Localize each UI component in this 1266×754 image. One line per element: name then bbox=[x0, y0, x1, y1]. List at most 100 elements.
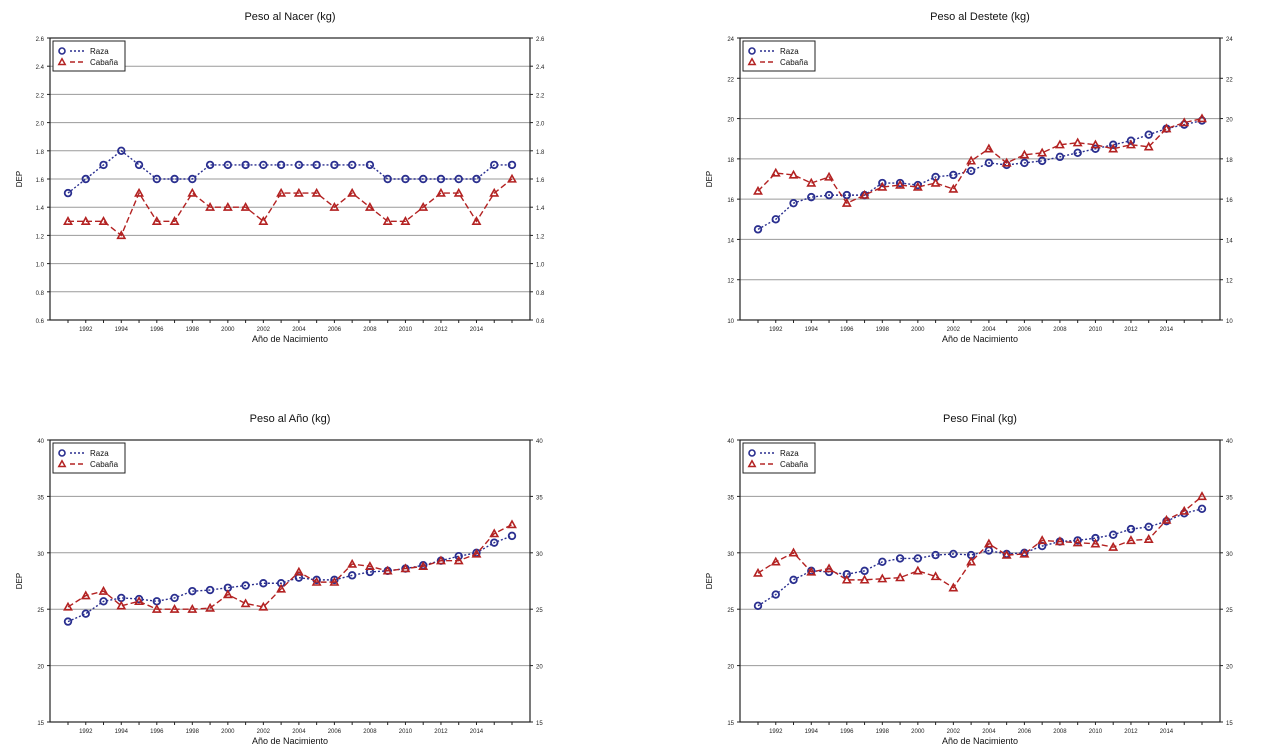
series-line-raza bbox=[757, 508, 1203, 607]
data-point-cabana bbox=[169, 603, 180, 613]
y-tick-label-right: 20 bbox=[1226, 118, 1233, 124]
x-axis-label: Año de Nacimiento bbox=[252, 334, 328, 344]
y-tick-label: 12 bbox=[727, 279, 734, 285]
data-point-cabana bbox=[806, 177, 817, 187]
data-point-cabana bbox=[222, 589, 233, 599]
y-tick-label: 15 bbox=[727, 721, 734, 727]
data-point-raza bbox=[1055, 152, 1065, 162]
data-point-raza bbox=[134, 594, 144, 604]
legend-label-raza: Raza bbox=[780, 449, 799, 458]
data-point-raza bbox=[507, 160, 517, 170]
data-point-raza bbox=[771, 590, 780, 599]
data-point-cabana bbox=[1054, 536, 1065, 546]
x-tick-label: 1998 bbox=[876, 729, 890, 735]
data-point-cabana bbox=[1143, 534, 1154, 543]
data-point-cabana bbox=[770, 167, 781, 177]
data-point-raza bbox=[419, 174, 428, 184]
series-line-cabana bbox=[67, 523, 513, 610]
y-tick-label: 2.4 bbox=[36, 65, 45, 71]
y-tick-label-right: 40 bbox=[536, 439, 543, 445]
x-tick-label: 2002 bbox=[257, 327, 271, 333]
legend-box bbox=[742, 40, 816, 72]
y-tick-label: 1.2 bbox=[36, 234, 45, 240]
data-point-cabana bbox=[276, 583, 287, 593]
x-tick-label: 1998 bbox=[186, 327, 200, 333]
data-point-raza bbox=[931, 550, 940, 560]
y-tick-label: 30 bbox=[727, 552, 734, 558]
data-point-cabana bbox=[824, 563, 834, 573]
data-point-raza bbox=[294, 160, 304, 170]
y-tick-label: 1.4 bbox=[36, 206, 45, 212]
chart-peso-al-nacer: Peso al Nacer (kg) 0.6 0.6 0.8 0.8 1.0 1.0 1.2 1… bbox=[10, 2, 570, 352]
data-point-raza bbox=[347, 571, 357, 580]
data-point-raza bbox=[117, 146, 126, 155]
data-point-cabana bbox=[753, 567, 763, 577]
data-point-raza bbox=[347, 160, 357, 170]
x-tick-label: 1996 bbox=[840, 327, 854, 333]
data-point-cabana bbox=[63, 601, 73, 611]
data-point-cabana bbox=[1179, 117, 1190, 127]
data-point-cabana bbox=[788, 169, 799, 179]
y-tick-label: 2.6 bbox=[36, 37, 45, 43]
x-tick-label: 1998 bbox=[186, 729, 200, 735]
data-point-cabana bbox=[134, 187, 144, 197]
data-point-cabana bbox=[912, 565, 923, 575]
data-point-raza bbox=[241, 160, 250, 170]
y-tick-label: 16 bbox=[727, 198, 734, 204]
data-point-cabana bbox=[753, 185, 763, 195]
data-point-cabana bbox=[1054, 139, 1065, 149]
y-tick-label-right: 22 bbox=[1226, 77, 1233, 83]
data-point-raza bbox=[1197, 504, 1207, 514]
y-tick-label: 20 bbox=[37, 665, 44, 671]
y-tick-label: 20 bbox=[727, 118, 734, 124]
data-point-raza bbox=[223, 160, 233, 170]
chart-svg: Peso al Nacer (kg) 0.6 0.6 0.8 0.8 1.0 1.0 1.2 1… bbox=[15, 11, 545, 344]
y-tick-label: 0.6 bbox=[36, 319, 45, 325]
y-tick-label-right: 0.6 bbox=[536, 319, 545, 325]
x-tick-label: 1992 bbox=[769, 729, 783, 735]
data-point-cabana bbox=[824, 171, 834, 181]
data-point-raza bbox=[771, 215, 780, 224]
chart-title: Peso al Año (kg) bbox=[250, 413, 331, 425]
data-point-cabana bbox=[276, 187, 287, 197]
data-point-cabana bbox=[877, 573, 888, 583]
data-point-raza bbox=[753, 225, 763, 234]
x-axis-label: Año de Nacimiento bbox=[252, 736, 328, 746]
x-tick-label: 2010 bbox=[399, 327, 413, 333]
y-tick-label-right: 12 bbox=[1226, 279, 1233, 285]
legend-marker-cabana bbox=[57, 459, 67, 468]
chart-peso-final: Peso Final (kg) 15 15 20 20 25 25 30 30 35 35 40 40 1… bbox=[700, 404, 1260, 754]
data-point-cabana bbox=[151, 603, 162, 613]
data-point-raza bbox=[1144, 522, 1153, 532]
x-tick-label: 2010 bbox=[1089, 327, 1103, 333]
data-point-cabana bbox=[489, 528, 500, 538]
x-tick-label: 2008 bbox=[363, 729, 377, 735]
series-line-raza bbox=[67, 149, 512, 194]
series-line-raza bbox=[757, 119, 1203, 230]
data-point-cabana bbox=[895, 572, 906, 582]
data-point-raza bbox=[984, 158, 994, 168]
y-tick-label-right: 30 bbox=[1226, 552, 1233, 558]
data-point-cabana bbox=[98, 216, 109, 225]
x-tick-label: 2014 bbox=[1160, 327, 1174, 333]
x-tick-label: 1996 bbox=[840, 729, 854, 735]
chart-svg: Peso Final (kg) 15 15 20 20 25 25 30 30 35 35 40 40 1… bbox=[705, 413, 1233, 746]
data-point-cabana bbox=[240, 201, 251, 211]
chart-title: Peso al Destete (kg) bbox=[930, 11, 1030, 23]
legend-marker-cabana bbox=[57, 57, 67, 66]
data-point-raza bbox=[63, 188, 73, 198]
data-point-raza bbox=[365, 160, 375, 170]
data-point-cabana bbox=[1143, 141, 1154, 151]
y-tick-label: 15 bbox=[37, 721, 44, 727]
data-point-cabana bbox=[436, 187, 446, 197]
x-tick-label: 2012 bbox=[434, 729, 448, 735]
y-tick-label: 22 bbox=[727, 77, 734, 83]
data-point-cabana bbox=[329, 201, 340, 211]
data-point-raza bbox=[895, 554, 905, 563]
data-point-raza bbox=[507, 531, 517, 541]
x-tick-label: 1994 bbox=[805, 729, 819, 735]
data-point-raza bbox=[170, 593, 179, 603]
data-point-cabana bbox=[240, 598, 251, 608]
data-point-cabana bbox=[1108, 541, 1119, 551]
data-point-raza bbox=[1073, 536, 1082, 545]
